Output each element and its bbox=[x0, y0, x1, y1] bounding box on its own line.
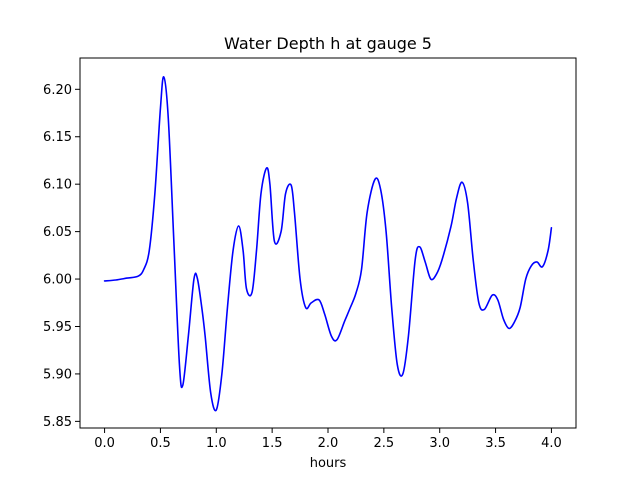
y-tick-label: 5.95 bbox=[43, 320, 72, 335]
y-tick-label: 6.00 bbox=[43, 273, 72, 288]
y-tick-label: 5.90 bbox=[43, 367, 72, 382]
y-tick-label: 6.15 bbox=[43, 130, 72, 145]
y-tick-label: 6.10 bbox=[43, 178, 72, 193]
x-tick-label: 3.0 bbox=[429, 436, 450, 451]
y-tick-label: 6.05 bbox=[43, 225, 72, 240]
y-axis: 5.85 5.90 5.95 6.00 6.05 6.10 6.15 6.20 bbox=[43, 83, 80, 430]
x-tick-label: 2.0 bbox=[318, 436, 339, 451]
y-tick-label: 5.85 bbox=[43, 415, 72, 430]
x-tick-label: 4.0 bbox=[541, 436, 562, 451]
x-tick-label: 1.5 bbox=[262, 436, 283, 451]
x-tick-label: 1.0 bbox=[206, 436, 227, 451]
x-tick-label: 0.5 bbox=[150, 436, 171, 451]
series-line bbox=[103, 76, 553, 412]
x-tick-label: 0.0 bbox=[94, 436, 115, 451]
y-tick-label: 6.20 bbox=[43, 83, 72, 98]
x-axis-title: hours bbox=[310, 456, 347, 471]
x-tick-label: 3.5 bbox=[485, 436, 506, 451]
x-axis: 0.0 0.5 1.0 1.5 2.0 2.5 3.0 3.5 4.0 bbox=[94, 428, 562, 451]
x-tick-label: 2.5 bbox=[374, 436, 395, 451]
chart-title: Water Depth h at gauge 5 bbox=[224, 34, 432, 53]
